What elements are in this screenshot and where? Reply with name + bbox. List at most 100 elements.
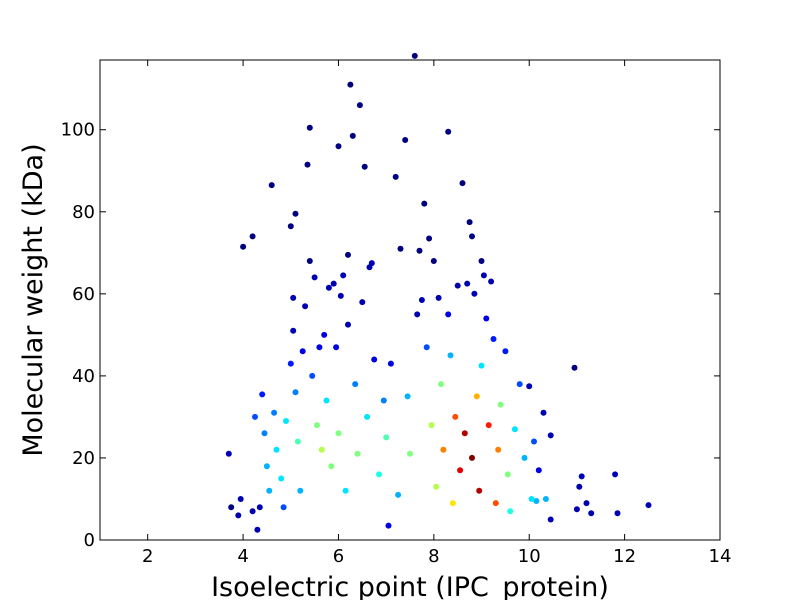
data-point [516,381,523,388]
data-point [323,397,330,404]
x-tick-label: 12 [613,546,636,567]
data-point [614,510,621,517]
y-tick-label: 80 [72,202,95,223]
data-point [278,475,285,482]
data-point [397,245,404,252]
data-point [483,315,490,322]
data-point [404,393,411,400]
data-point [335,430,342,437]
data-point [502,348,509,355]
data-point [309,372,316,379]
data-point [461,430,468,437]
data-point [471,290,478,297]
data-point [528,496,535,502]
data-point [292,210,299,217]
data-point [228,504,235,511]
data-point [287,360,294,367]
data-point [573,506,580,513]
data-point [314,422,320,429]
data-point [507,508,514,515]
data-point [383,434,390,441]
data-point [249,508,256,515]
data-point [464,280,471,287]
data-point [271,409,278,416]
data-point [571,364,578,371]
data-point [356,102,363,109]
data-point [533,498,540,504]
data-point [290,327,297,334]
data-point [469,233,475,240]
data-point [576,483,583,490]
data-point [249,233,256,240]
data-point [433,483,440,490]
data-point [340,272,347,279]
data-point [411,52,418,59]
data-point [306,124,313,131]
data-point [454,282,461,289]
data-point [526,383,533,390]
data-point [252,413,258,420]
data-point [511,426,518,433]
data-point [259,391,266,398]
data-point [492,500,499,507]
y-axis-label: Molecular weight (kDa) [18,143,49,456]
data-point [588,510,595,517]
data-point [478,258,485,264]
data-point [342,487,349,494]
plot-frame [99,59,721,541]
data-point [261,430,268,437]
data-point [445,128,452,135]
data-point [330,280,337,287]
x-tick-label: 8 [428,546,439,567]
data-point [347,81,354,88]
data-point [364,413,371,420]
data-point [449,500,456,507]
x-tick-label: 2 [142,546,153,567]
data-point [376,471,382,478]
data-point [352,381,359,388]
data-point [325,284,332,291]
data-point [485,422,492,429]
x-tick-label: 6 [333,546,344,567]
data-point [547,516,554,523]
y-tick-label: 60 [72,284,95,305]
data-point [407,450,413,457]
axis-ticks: 2 4 6 8 10 12 14 0 20 40 60 80 100 [61,60,731,567]
x-axis-label: Isoelectric point (IPC_protein) [211,572,609,600]
y-tick-label: 100 [61,120,95,141]
data-point [318,446,325,453]
data-point [480,272,487,279]
data-point [488,278,495,285]
data-point [459,180,466,187]
data-point [426,235,433,242]
data-point [235,512,242,519]
data-point [392,173,399,180]
data-point [645,502,652,509]
y-tick-label: 0 [84,530,95,551]
data-point [440,446,447,453]
data-point [421,200,428,207]
data-point [333,344,340,351]
data-point [345,251,351,258]
data-point [335,143,342,150]
data-point [297,487,304,494]
data-point [359,299,366,306]
data-point [237,496,244,502]
data-point [466,219,473,226]
data-point [328,463,335,470]
data-point [371,356,378,363]
data-point [521,454,528,461]
data-point [414,311,421,318]
data-point [535,467,542,474]
data-point [547,432,554,439]
data-point [304,161,311,168]
data-point [478,362,485,369]
data-point [368,260,375,267]
data-point [273,446,280,453]
data-point [302,303,309,310]
data-point [292,389,299,396]
data-point [306,258,313,264]
data-point [311,274,318,281]
data-point [225,450,232,457]
